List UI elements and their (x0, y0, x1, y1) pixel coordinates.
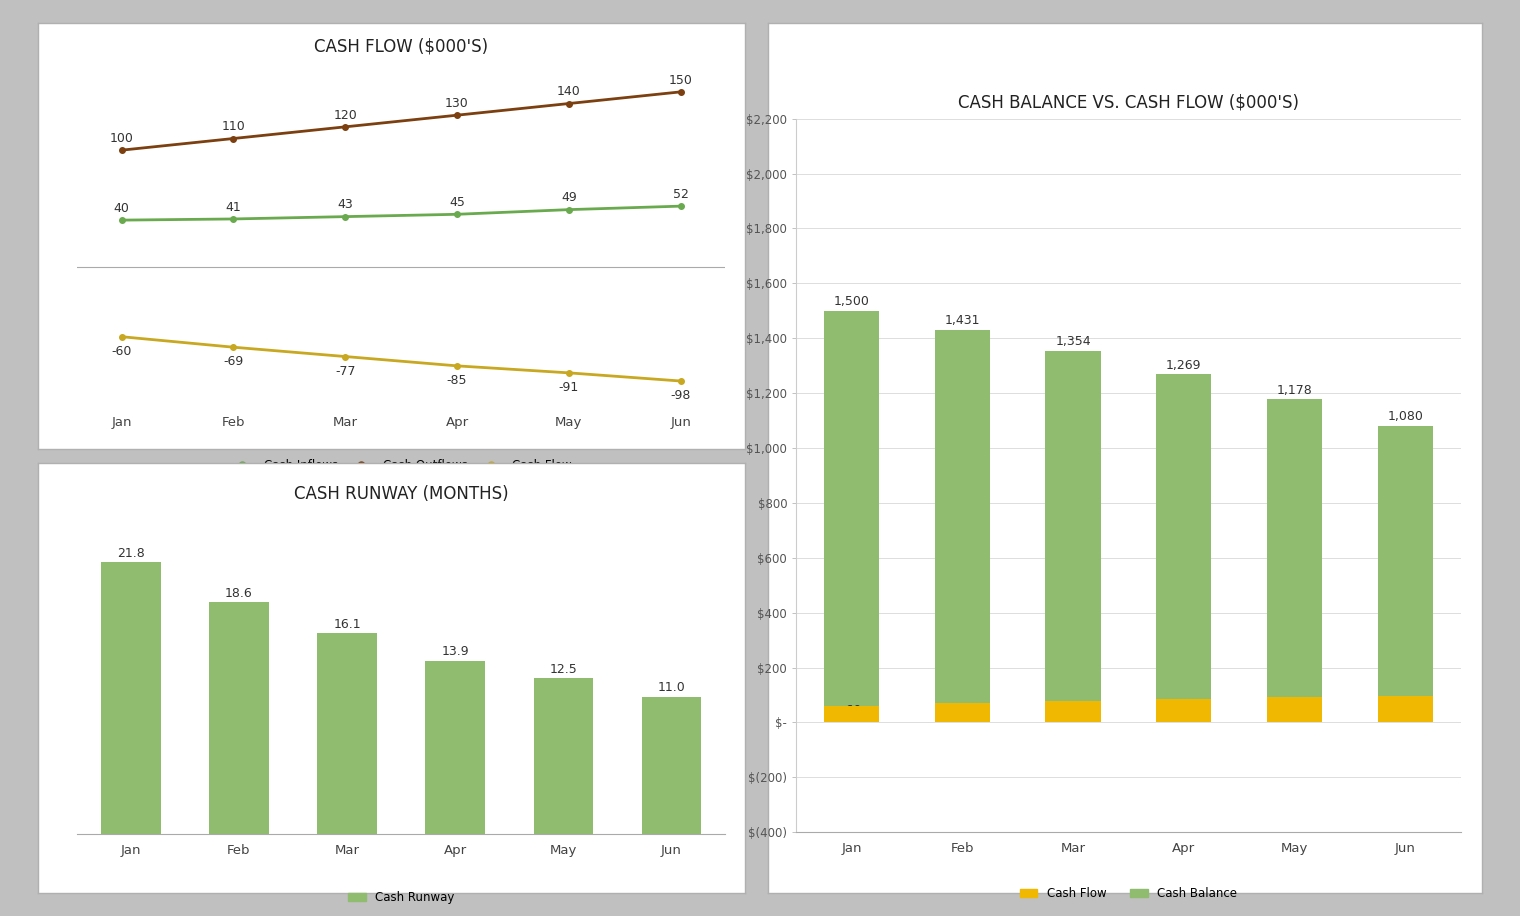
Text: -60: -60 (842, 704, 862, 717)
Bar (1157, 374, 1211, 723)
Bar (1377, 695, 1433, 723)
Bar (210, 602, 269, 834)
Text: 1,269: 1,269 (1166, 358, 1201, 372)
Bar (1266, 697, 1322, 723)
Text: -77: -77 (334, 365, 356, 377)
Text: 1,431: 1,431 (944, 314, 980, 327)
Text: 45: 45 (448, 196, 465, 209)
Text: -98: -98 (1395, 699, 1415, 712)
Text: 1,080: 1,080 (1388, 410, 1423, 423)
Text: -91: -91 (559, 381, 579, 394)
Bar (641, 697, 701, 834)
Bar (426, 660, 485, 834)
Text: 140: 140 (556, 85, 581, 98)
Title: CASH BALANCE VS. CASH FLOW ($000'S): CASH BALANCE VS. CASH FLOW ($000'S) (958, 93, 1300, 112)
Text: -69: -69 (952, 703, 973, 716)
Text: -91: -91 (1284, 700, 1304, 713)
Text: 120: 120 (333, 108, 357, 122)
Text: 52: 52 (673, 188, 689, 201)
Bar (1266, 399, 1322, 723)
Bar (824, 311, 879, 723)
Bar (935, 703, 990, 723)
Text: 130: 130 (445, 97, 468, 110)
Text: 49: 49 (561, 191, 576, 204)
Bar (318, 633, 377, 834)
Text: 12.5: 12.5 (549, 662, 578, 676)
Bar (1046, 702, 1100, 723)
Text: -98: -98 (670, 389, 690, 402)
Text: 1,178: 1,178 (1277, 384, 1312, 397)
Text: 16.1: 16.1 (333, 617, 360, 631)
Text: -69: -69 (223, 355, 243, 368)
Bar (1377, 426, 1433, 723)
Text: 41: 41 (225, 201, 242, 213)
Text: 110: 110 (222, 120, 245, 133)
Text: -60: -60 (111, 344, 132, 358)
Text: 21.8: 21.8 (117, 547, 144, 560)
Title: CASH RUNWAY (MONTHS): CASH RUNWAY (MONTHS) (293, 485, 508, 503)
Text: 43: 43 (337, 198, 353, 212)
Text: -85: -85 (1173, 701, 1195, 714)
Text: -85: -85 (447, 374, 467, 387)
Text: 18.6: 18.6 (225, 586, 252, 600)
Bar (534, 678, 593, 834)
Title: CASH FLOW ($000'S): CASH FLOW ($000'S) (315, 38, 488, 56)
Bar (1157, 699, 1211, 723)
Text: 1,354: 1,354 (1055, 335, 1091, 348)
Text: 13.9: 13.9 (441, 645, 470, 659)
Text: -77: -77 (1062, 702, 1084, 714)
Text: 40: 40 (114, 202, 129, 214)
Legend: Cash Runway: Cash Runway (344, 887, 459, 909)
Text: 150: 150 (669, 73, 693, 86)
Text: 100: 100 (109, 132, 134, 145)
Bar (102, 562, 161, 834)
Text: 11.0: 11.0 (658, 682, 686, 694)
Legend: Cash Inflows, Cash Outflows, Cash Flow: Cash Inflows, Cash Outflows, Cash Flow (226, 454, 576, 476)
Text: 1,500: 1,500 (833, 295, 869, 308)
Legend: Cash Flow, Cash Balance: Cash Flow, Cash Balance (1015, 882, 1242, 905)
Bar (1046, 351, 1100, 723)
Bar (824, 706, 879, 723)
Bar (935, 330, 990, 723)
